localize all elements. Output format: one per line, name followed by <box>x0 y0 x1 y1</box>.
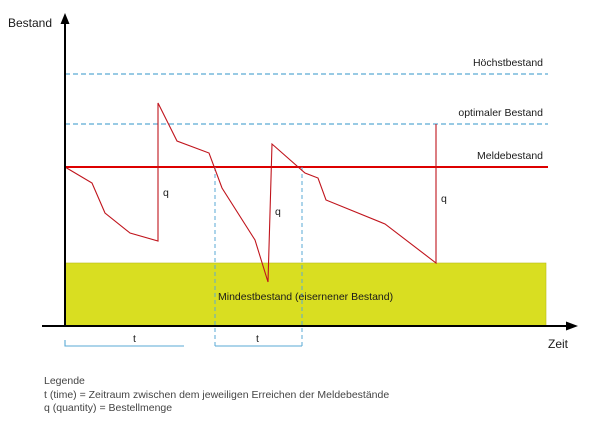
stock-level-curve <box>64 102 437 283</box>
order-quantity-label-1: q <box>163 187 169 199</box>
optimal-stock-label: optimaler Bestand <box>458 107 543 119</box>
reorder-level-label: Meldebestand <box>477 150 543 162</box>
legend: Legende t (time) = Zeitraum zwischen dem… <box>44 375 389 416</box>
safety-stock-label: Mindestbestand (eisernener Bestand) <box>218 291 393 303</box>
time-interval-bracket-1 <box>64 340 184 347</box>
x-axis-label: Zeit <box>548 337 569 351</box>
y-axis-arrow <box>60 13 70 24</box>
y-axis-label: Bestand <box>8 16 52 30</box>
order-quantity-label-3: q <box>441 193 447 205</box>
legend-quantity-entry: q (quantity) = Bestellmenge <box>44 402 173 414</box>
time-interval-label-2: t <box>256 333 259 345</box>
safety-stock-band <box>64 262 547 327</box>
time-interval-label-1: t <box>133 333 136 345</box>
order-quantity-label-2: q <box>275 206 281 218</box>
legend-time-entry: t (time) = Zeitraum zwischen dem jeweili… <box>44 388 390 401</box>
x-axis-arrow <box>566 321 578 331</box>
maximum-stock-label: Höchstbestand <box>473 57 543 69</box>
legend-title: Legende <box>44 375 85 387</box>
